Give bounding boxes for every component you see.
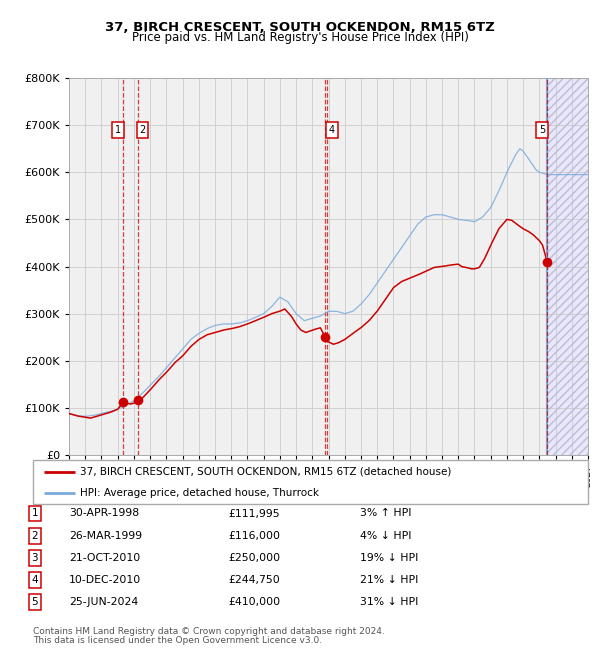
Text: £244,750: £244,750 xyxy=(228,575,280,585)
Bar xyxy=(547,78,588,455)
Text: HPI: Average price, detached house, Thurrock: HPI: Average price, detached house, Thur… xyxy=(80,488,319,498)
Text: 19% ↓ HPI: 19% ↓ HPI xyxy=(360,552,418,563)
Text: 5: 5 xyxy=(31,597,38,607)
Text: 4% ↓ HPI: 4% ↓ HPI xyxy=(360,530,412,541)
Text: 1: 1 xyxy=(115,125,121,135)
Text: 37, BIRCH CRESCENT, SOUTH OCKENDON, RM15 6TZ: 37, BIRCH CRESCENT, SOUTH OCKENDON, RM15… xyxy=(105,21,495,34)
Text: Price paid vs. HM Land Registry's House Price Index (HPI): Price paid vs. HM Land Registry's House … xyxy=(131,31,469,44)
FancyBboxPatch shape xyxy=(33,460,588,504)
Text: 26-MAR-1999: 26-MAR-1999 xyxy=(69,530,142,541)
Text: 5: 5 xyxy=(539,125,545,135)
Text: £410,000: £410,000 xyxy=(228,597,280,607)
Text: £250,000: £250,000 xyxy=(228,552,280,563)
Text: 4: 4 xyxy=(329,125,335,135)
Text: £116,000: £116,000 xyxy=(228,530,280,541)
Text: This data is licensed under the Open Government Licence v3.0.: This data is licensed under the Open Gov… xyxy=(33,636,322,645)
Bar xyxy=(547,78,588,455)
Text: 1: 1 xyxy=(31,508,38,519)
Text: 10-DEC-2010: 10-DEC-2010 xyxy=(69,575,141,585)
Text: £111,995: £111,995 xyxy=(228,508,280,519)
Text: 3: 3 xyxy=(31,552,38,563)
Text: 21-OCT-2010: 21-OCT-2010 xyxy=(69,552,140,563)
Text: 21% ↓ HPI: 21% ↓ HPI xyxy=(360,575,418,585)
Text: 25-JUN-2024: 25-JUN-2024 xyxy=(69,597,138,607)
Text: 3% ↑ HPI: 3% ↑ HPI xyxy=(360,508,412,519)
Text: Contains HM Land Registry data © Crown copyright and database right 2024.: Contains HM Land Registry data © Crown c… xyxy=(33,627,385,636)
Text: 2: 2 xyxy=(139,125,146,135)
Text: 4: 4 xyxy=(31,575,38,585)
Text: 30-APR-1998: 30-APR-1998 xyxy=(69,508,139,519)
Text: 37, BIRCH CRESCENT, SOUTH OCKENDON, RM15 6TZ (detached house): 37, BIRCH CRESCENT, SOUTH OCKENDON, RM15… xyxy=(80,467,452,477)
Text: 2: 2 xyxy=(31,530,38,541)
Text: 31% ↓ HPI: 31% ↓ HPI xyxy=(360,597,418,607)
